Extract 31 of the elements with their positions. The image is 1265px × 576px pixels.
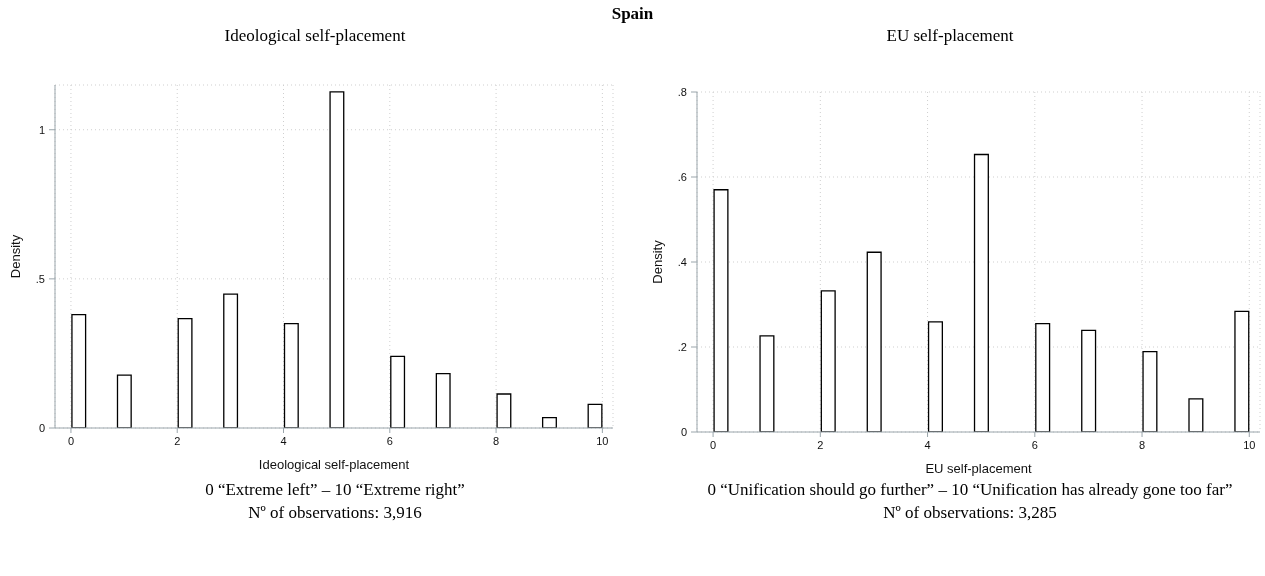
text: 0 “Unification should go further” – 10 “Unification has already gone too far”: [706, 479, 1234, 501]
chart-title: EU self-placement: [885, 26, 1015, 46]
x-tick-label: 0: [67, 435, 75, 447]
x-tick-label: 6: [386, 435, 393, 447]
y-tick-label: .2: [677, 341, 687, 353]
x-tick-label: 2: [817, 439, 824, 451]
x-tick-label: 10: [1243, 439, 1256, 451]
x-tick-label: 8: [493, 435, 500, 447]
y-tick-label: .6: [677, 171, 687, 183]
y-tick-label: 0: [680, 426, 687, 438]
y-axis-title: Density: [7, 234, 23, 279]
y-tick-label: .5: [35, 272, 45, 285]
x-tick-label: 10: [596, 435, 609, 447]
text: Spain: [610, 4, 655, 24]
x-tick-label: 0: [710, 439, 717, 451]
x-tick-label: 6: [1031, 439, 1038, 451]
chart-title: Ideological self-placement: [223, 26, 407, 46]
y-tick-label: 0: [38, 422, 45, 434]
y-axis-title: Density: [649, 239, 665, 284]
x-tick-label: 4: [924, 439, 931, 451]
x-tick-label: 4: [280, 435, 287, 447]
y-tick-label: .8: [677, 86, 687, 98]
x-tick-label: 2: [174, 435, 181, 447]
text: Nº of observations: 3,285: [882, 502, 1058, 524]
text: Nº of observations: 3,916: [247, 502, 423, 524]
y-tick-label: .4: [677, 256, 687, 268]
text: 0 “Extreme left” – 10 “Extreme right”: [204, 479, 466, 501]
y-tick-label: 1: [38, 123, 45, 136]
x-tick-label: 8: [1138, 439, 1146, 451]
x-axis-title: EU self-placement: [925, 461, 1032, 476]
x-axis-title: Ideological self-placement: [258, 457, 410, 472]
